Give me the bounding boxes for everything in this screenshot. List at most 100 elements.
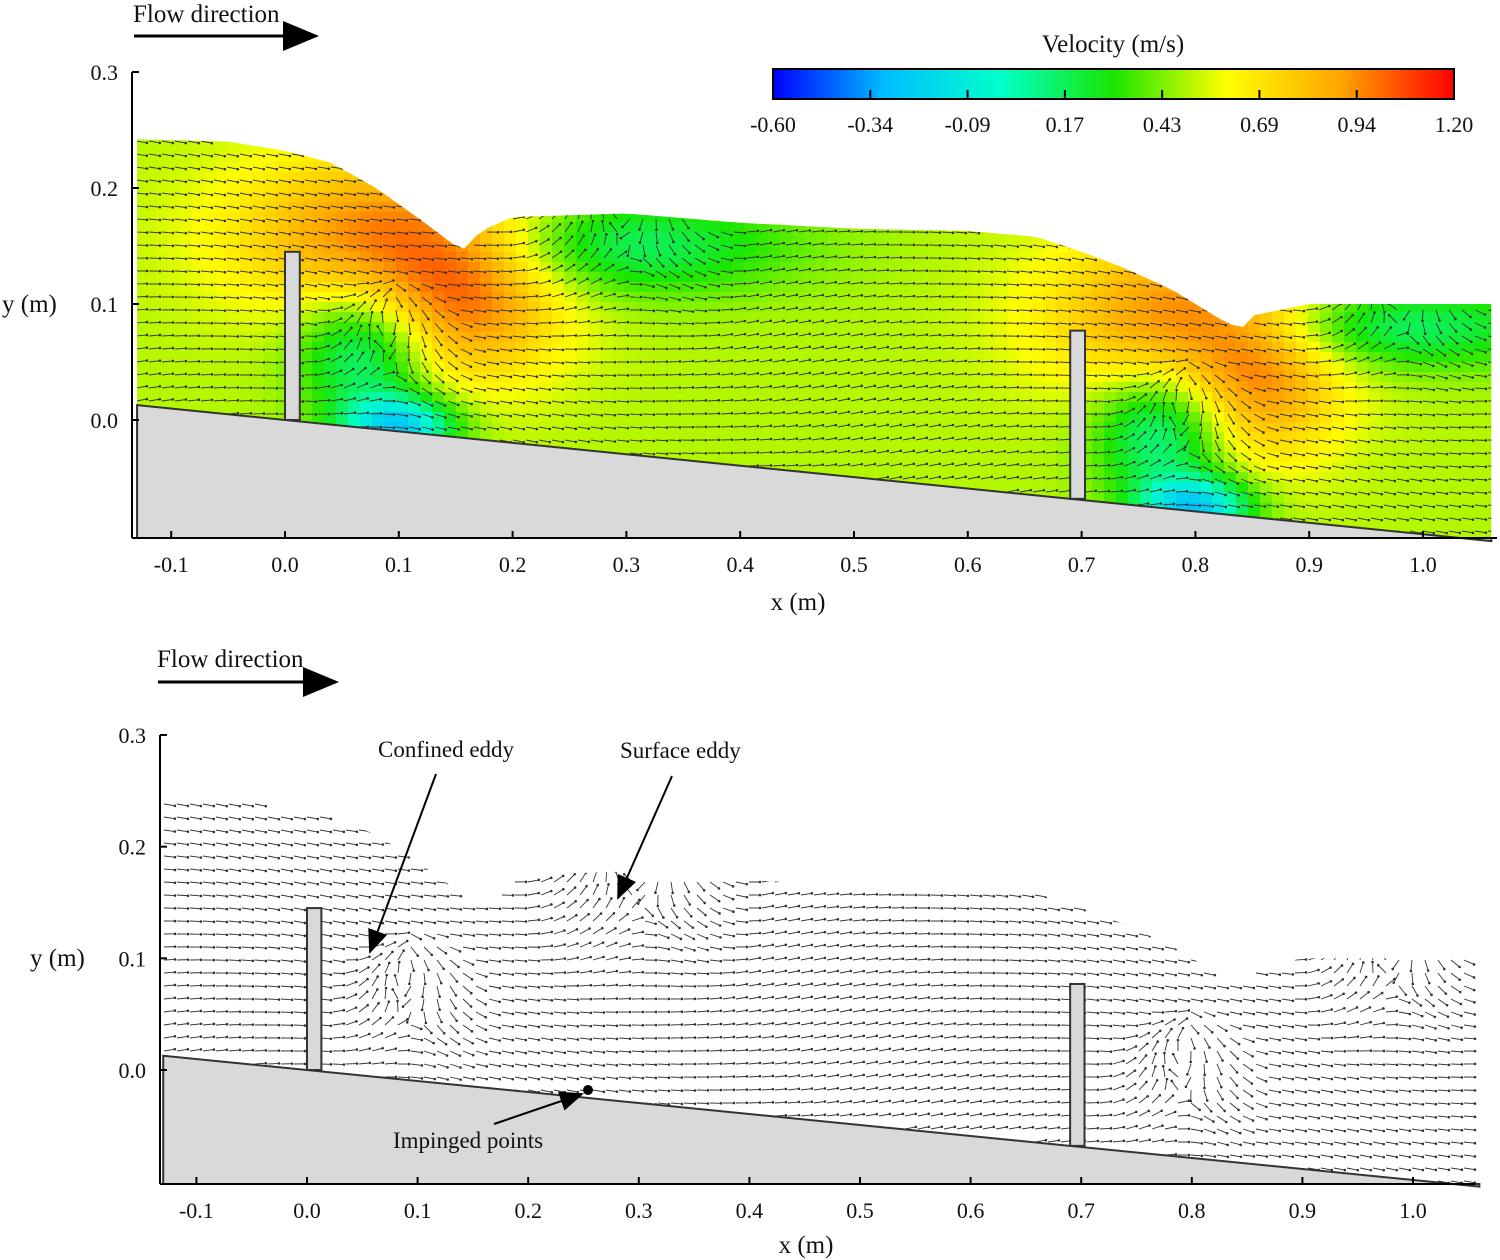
field-cell <box>1200 162 1213 173</box>
field-cell <box>744 172 757 183</box>
field-cell <box>948 142 961 153</box>
field-cell <box>1128 312 1141 323</box>
field-cell <box>648 362 661 373</box>
field-cell <box>624 182 637 193</box>
field-cell <box>1392 192 1405 203</box>
field-cell <box>348 82 361 93</box>
field-cell <box>972 362 985 373</box>
field-cell <box>1104 312 1117 323</box>
field-cell <box>288 139 301 143</box>
field-cell <box>1236 352 1249 363</box>
field-cell <box>252 212 265 223</box>
field-cell <box>912 212 925 223</box>
field-cell <box>300 222 313 233</box>
field-cell <box>528 402 541 413</box>
field-cell <box>924 122 937 133</box>
field-cell <box>1200 452 1213 463</box>
field-cell <box>936 402 949 413</box>
field-cell <box>624 362 637 373</box>
field-cell <box>360 72 373 83</box>
field-cell <box>1392 342 1405 353</box>
field-cell <box>252 302 265 313</box>
field-cell <box>900 352 913 363</box>
field-cell <box>360 222 373 233</box>
field-cell <box>924 432 937 443</box>
field-cell <box>1128 422 1141 433</box>
field-cell <box>600 222 613 233</box>
field-cell <box>1224 342 1237 353</box>
field-cell <box>840 282 853 293</box>
field-cell <box>528 122 541 133</box>
field-cell <box>348 232 361 243</box>
field-cell <box>137 362 145 373</box>
field-cell <box>552 142 565 153</box>
field-cell <box>684 162 697 173</box>
field-cell <box>1332 422 1345 433</box>
field-cell <box>804 402 817 413</box>
field-cell <box>312 182 325 193</box>
field-cell <box>576 342 589 353</box>
field-cell <box>948 422 961 433</box>
field-cell <box>1020 232 1033 243</box>
field-cell <box>1224 282 1237 293</box>
field-cell <box>312 202 325 213</box>
field-cell <box>1296 152 1309 163</box>
field-cell <box>1332 202 1345 213</box>
field-cell <box>168 112 181 123</box>
field-cell <box>708 422 721 433</box>
field-cell <box>1404 172 1417 183</box>
field-cell <box>984 482 997 493</box>
field-cell <box>1140 342 1153 353</box>
field-cell <box>1116 442 1129 453</box>
field-cell <box>216 392 229 403</box>
field-cell <box>972 422 985 433</box>
field-cell <box>576 142 589 153</box>
field-cell <box>876 212 889 223</box>
field-cell <box>1116 292 1129 303</box>
field-cell <box>984 182 997 193</box>
field-cell <box>684 342 697 353</box>
field-cell <box>456 342 469 353</box>
field-cell <box>1212 392 1225 403</box>
field-cell <box>1236 232 1249 243</box>
field-cell <box>1176 462 1189 473</box>
field-cell <box>804 162 817 173</box>
field-cell <box>516 392 529 403</box>
field-cell <box>1128 272 1141 283</box>
field-cell <box>480 432 493 443</box>
field-cell <box>564 202 577 213</box>
field-cell <box>912 139 925 143</box>
field-cell <box>336 82 349 93</box>
field-cell <box>708 312 721 323</box>
field-cell <box>396 282 409 293</box>
field-cell <box>1368 492 1381 503</box>
field-cell <box>648 252 661 263</box>
field-cell <box>492 402 505 413</box>
field-cell <box>816 112 829 123</box>
field-cell <box>348 262 361 273</box>
field-cell <box>792 162 805 173</box>
field-cell <box>540 432 553 443</box>
field-cell <box>648 402 661 413</box>
field-cell <box>1188 492 1201 503</box>
field-cell <box>540 402 553 413</box>
field-cell <box>672 202 685 213</box>
field-cell <box>1356 442 1369 453</box>
field-cell <box>1128 222 1141 233</box>
field-cell <box>1356 172 1369 183</box>
field-cell <box>600 262 613 273</box>
field-cell <box>792 442 805 453</box>
field-cell <box>696 392 709 403</box>
field-cell <box>480 322 493 333</box>
field-cell <box>1272 352 1285 363</box>
field-cell <box>744 262 757 273</box>
field-cell <box>168 182 181 193</box>
field-cell <box>720 82 733 93</box>
field-cell <box>816 442 829 453</box>
field-cell <box>924 282 937 293</box>
field-cell <box>840 212 853 223</box>
field-cell <box>708 222 721 233</box>
field-cell <box>888 362 901 373</box>
field-cell <box>420 212 433 223</box>
